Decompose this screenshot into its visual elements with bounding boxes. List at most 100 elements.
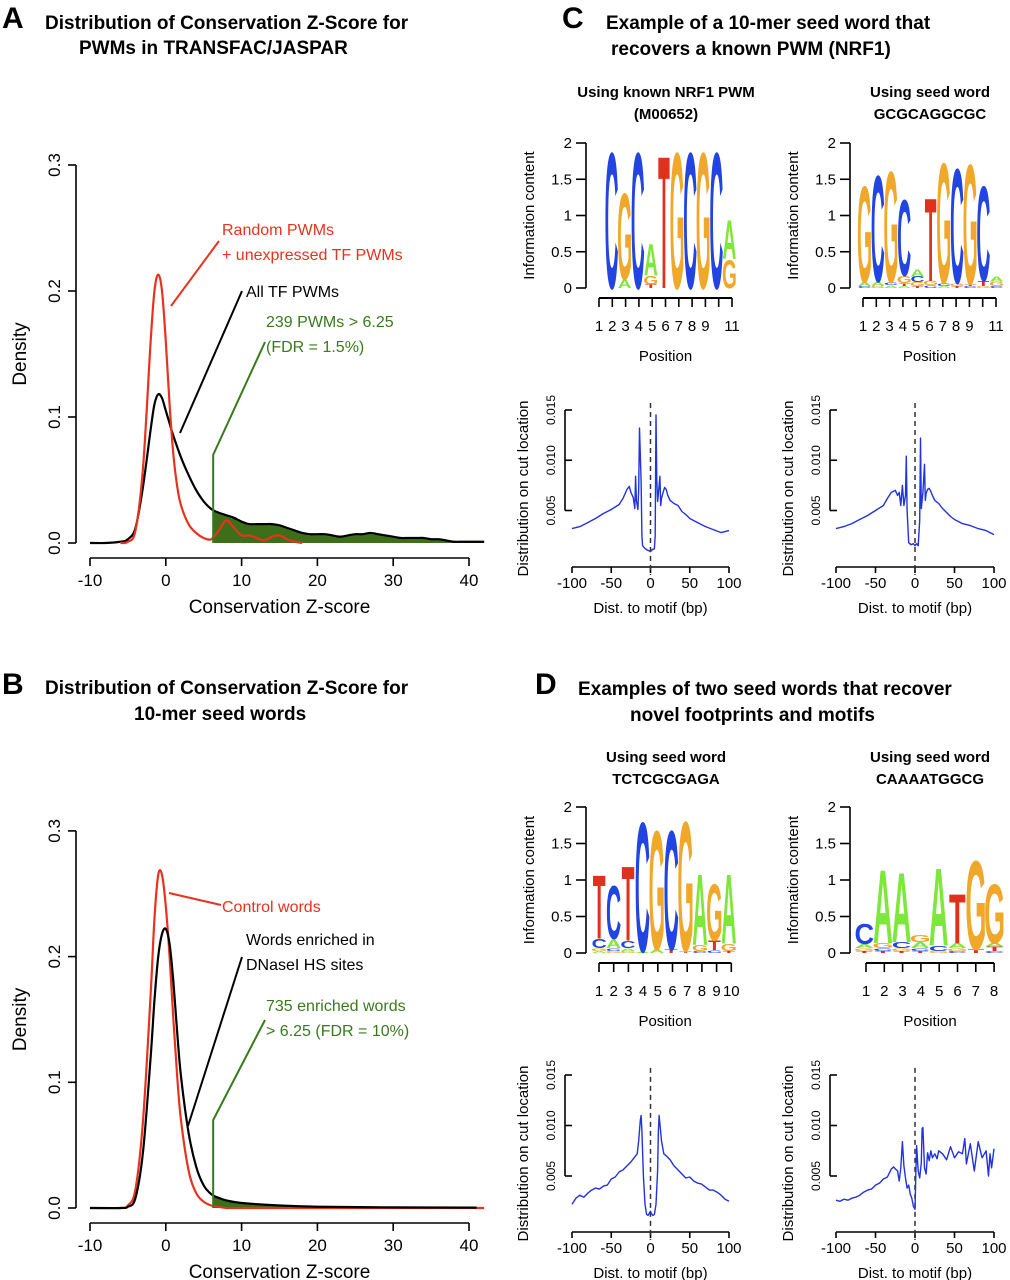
logo-letter-T: T — [856, 950, 873, 953]
logo-letter-C: C — [937, 282, 951, 287]
y-axis-label: Information content — [521, 150, 538, 279]
series-line-black — [89, 927, 477, 1210]
y-tick-label: 0.3 — [45, 819, 64, 843]
cut-profile-line — [835, 1126, 995, 1211]
logo-letter-G: G — [891, 947, 912, 952]
x-tick-label: 4 — [639, 983, 647, 1000]
x-axis-label: Conservation Z-score — [189, 1262, 371, 1280]
x-tick-label: 3 — [885, 318, 893, 335]
logo-letter-C: C — [950, 134, 964, 318]
y-axis-label: Distribution on cut location — [515, 1066, 532, 1242]
x-tick-label: 2 — [872, 318, 880, 335]
x-tick-label: 3 — [621, 318, 629, 335]
logo-letter-G: G — [670, 113, 685, 330]
logo-letter-T: T — [898, 282, 910, 287]
panel-b-title-line1: Distribution of Conservation Z-Score for — [45, 678, 409, 699]
logo-letter-C: C — [683, 113, 697, 330]
logo-letter-A: A — [884, 284, 898, 289]
panel-letter-b: B — [2, 668, 24, 701]
logo-letter-G: G — [643, 275, 658, 288]
cut-C-left: 0.005 0.010 0.015 Distribution on cut locat… — [515, 395, 742, 617]
panel-letter-c: C — [562, 2, 584, 35]
x-tick-label: 8 — [698, 983, 706, 1000]
logo-letter-A: A — [592, 950, 607, 953]
x-tick-label: 2 — [608, 318, 616, 335]
logo-letter-C: C — [924, 284, 938, 289]
x-axis-label: Dist. to motif (bp) — [593, 1265, 707, 1280]
y-tick-label: 0.1 — [45, 405, 64, 429]
y-tick-label: 0 — [828, 945, 836, 962]
x-tick-label: 8 — [990, 983, 998, 1000]
x-axis-label: Position — [639, 348, 692, 365]
x-tick-label: -100 — [821, 575, 851, 592]
y-tick-label: 0.005 — [809, 1161, 823, 1191]
logo-letter-A: A — [606, 937, 621, 951]
logo-letter-A: A — [990, 276, 1005, 284]
x-tick-label: 7 — [675, 318, 683, 335]
y-tick-label: 0.0 — [45, 531, 64, 555]
x-axis-label: Position — [903, 1013, 956, 1030]
y-axis-label: Information content — [521, 815, 538, 944]
y-tick-label: 1.5 — [551, 836, 572, 853]
x-tick-label: 100 — [716, 575, 741, 592]
logo-letter-G: G — [677, 782, 693, 990]
x-tick-label: 8 — [688, 318, 696, 335]
y-axis-label: Distribution on cut location — [780, 1066, 797, 1242]
x-tick-label: 2 — [880, 983, 888, 1000]
logo-letter-A: A — [723, 210, 737, 271]
panel-d-left-subtitle-line2: TCTCGCGAGA — [612, 771, 720, 788]
logo-letter-T: T — [645, 283, 657, 289]
y-tick-label: 0.3 — [45, 153, 64, 177]
logo-letter-T: T — [951, 285, 964, 288]
series-line-black — [89, 392, 485, 545]
x-tick-label: 9 — [965, 318, 973, 335]
y-tick-label: 0 — [828, 280, 836, 297]
annotation-label: Words enriched in — [246, 932, 375, 949]
logo-letter-C: C — [707, 950, 722, 955]
x-tick-label: 0 — [911, 575, 919, 592]
x-tick-label: -10 — [78, 1236, 103, 1255]
panel-c-title-line1: Example of a 10-mer seed word that — [606, 13, 931, 34]
logo-letter-C: C — [892, 941, 912, 950]
logo-letter-G: G — [620, 950, 636, 953]
logo-letter-T: T — [622, 846, 635, 964]
logo-letter-C: C — [592, 936, 608, 951]
panel-c-title-line2: recovers a known PWM (NRF1) — [611, 39, 891, 60]
logo-letter-T: T — [658, 116, 670, 328]
y-tick-label: 1 — [564, 208, 572, 225]
panel-a-title-line1: Distribution of Conservation Z-Score for — [45, 13, 409, 34]
cut-D-right: 0.005 0.010 0.015 Distribution on cut locat… — [780, 1060, 1007, 1280]
logo-letter-C: C — [858, 285, 872, 288]
logo-letter-A: A — [692, 854, 707, 968]
y-tick-label: 0 — [564, 945, 572, 962]
logo-letter-G: G — [923, 280, 938, 287]
logo-letter-G: G — [854, 947, 875, 952]
logo-letter-A: A — [871, 281, 885, 288]
x-tick-label: 0 — [646, 1240, 654, 1257]
x-tick-label: 5 — [648, 318, 656, 335]
cut-profile-line — [571, 1114, 730, 1217]
logo-letter-G: G — [984, 867, 1005, 961]
logo-letter-G: G — [976, 285, 991, 288]
annotation-label: > 6.25 (FDR = 10%) — [266, 1023, 409, 1040]
panel-b-title-line2: 10-mer seed words — [134, 704, 306, 725]
logo-letter-T: T — [593, 857, 606, 959]
y-tick-label: 0.2 — [45, 279, 64, 303]
panel-letter-d: D — [535, 668, 557, 701]
logo-letter-C: C — [606, 871, 621, 956]
x-tick-label: 50 — [946, 1240, 963, 1257]
x-tick-label: 100 — [981, 1240, 1006, 1257]
logo-letter-G: G — [963, 129, 978, 320]
logo-letter-C: C — [884, 281, 898, 286]
x-tick-label: 10 — [232, 571, 251, 590]
x-tick-label: -50 — [600, 1240, 622, 1257]
logo-letter-G: G — [721, 942, 737, 953]
y-tick-label: 0 — [564, 280, 572, 297]
logo-letter-A: A — [635, 951, 650, 953]
annotation-label: All TF PWMs — [246, 284, 339, 301]
annotation-label: Random PWMs — [222, 222, 334, 239]
x-tick-label: 50 — [681, 1240, 698, 1257]
x-tick-label: 40 — [460, 571, 479, 590]
